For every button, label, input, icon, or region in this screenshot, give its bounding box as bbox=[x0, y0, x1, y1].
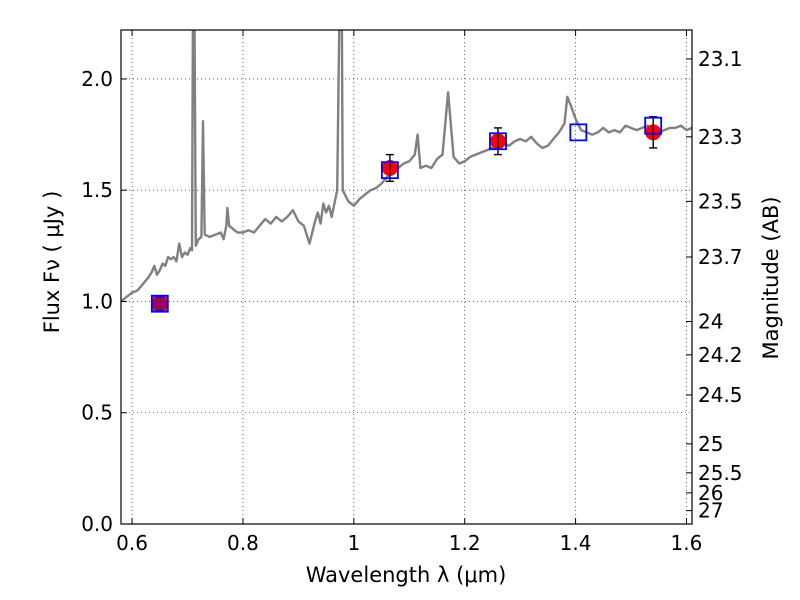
right-tick-label: 24 bbox=[698, 310, 723, 334]
model-photometry-point bbox=[489, 132, 507, 151]
right-tick-label: 23.5 bbox=[698, 189, 743, 213]
plot-frame bbox=[120, 29, 693, 525]
x-tick-label: 0.8 bbox=[227, 531, 259, 555]
right-tick-label: 23.7 bbox=[698, 245, 743, 269]
model-photometry-point bbox=[150, 294, 169, 313]
grid bbox=[121, 30, 692, 525]
y-tick-label: 1.5 bbox=[81, 178, 113, 202]
model-photometry-point bbox=[569, 123, 588, 142]
right-tick-label: 24.5 bbox=[698, 383, 743, 407]
right-tick-label: 25 bbox=[698, 432, 723, 456]
x-axis-title: Wavelength λ (μm) bbox=[306, 563, 507, 587]
x-tick-label: 1.6 bbox=[671, 531, 703, 555]
y-tick-label: 1.0 bbox=[81, 289, 113, 313]
model-photometry-point bbox=[380, 161, 399, 180]
right-tick-label: 23.3 bbox=[698, 125, 743, 149]
y-tick-label: 0.0 bbox=[81, 512, 113, 536]
x-tick-label: 1.4 bbox=[560, 531, 592, 555]
right-tick-label: 27 bbox=[698, 499, 723, 523]
right-axis-title: Magnitude (AB) bbox=[759, 196, 783, 359]
right-tick-label: 24.2 bbox=[698, 343, 743, 367]
model-photometry-point bbox=[644, 116, 663, 135]
right-tick-label: 26 bbox=[698, 481, 723, 505]
right-tick-label: 23.1 bbox=[698, 47, 743, 71]
axes: 0.6 0.8 1 1.2 1.4 1.6 0.0 0.5 1.0 1.5 2.0 23.1 23.3 2… bbox=[81, 30, 743, 555]
x-tick-label: 0.6 bbox=[116, 531, 148, 555]
spectrum-line bbox=[121, 30, 692, 303]
y-tick-label: 0.5 bbox=[81, 401, 113, 425]
right-tick-label: 25.5 bbox=[698, 461, 743, 485]
y-axis-title: Flux Fν ( μJy ) bbox=[40, 191, 64, 334]
x-tick-label: 1 bbox=[347, 531, 360, 555]
y-tick-label: 2.0 bbox=[81, 67, 113, 91]
x-tick-label: 1.2 bbox=[449, 531, 481, 555]
plot-area bbox=[121, 30, 692, 313]
